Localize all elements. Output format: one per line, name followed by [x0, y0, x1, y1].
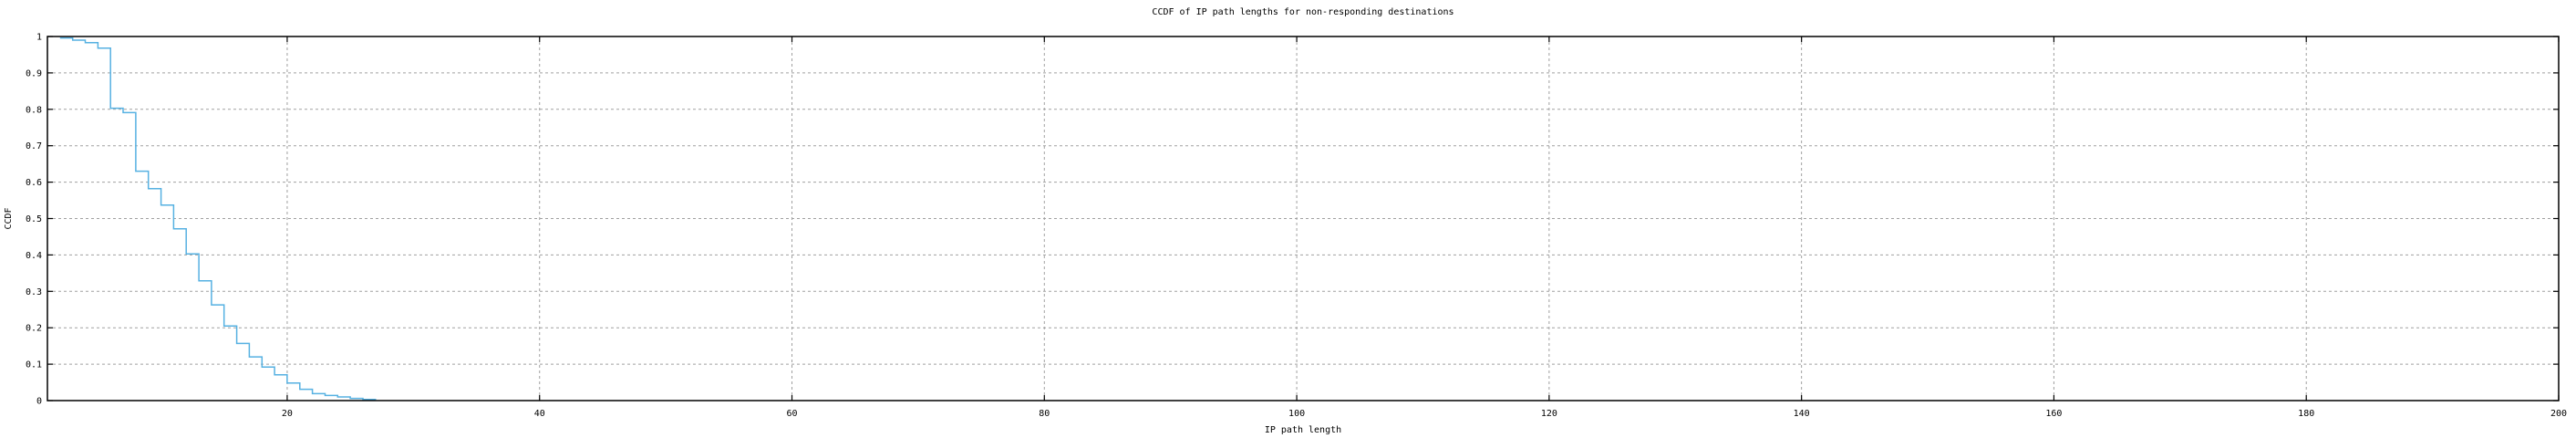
x-axis-label: IP path length — [1265, 425, 1341, 435]
x-tick-label: 200 — [2550, 409, 2567, 419]
plot-border — [47, 36, 2560, 402]
y-tick-label: 0.4 — [26, 251, 42, 261]
y-tick-label: 0.6 — [26, 178, 42, 188]
y-tick-label: 0 — [36, 397, 42, 407]
x-tick-label: 40 — [534, 409, 545, 419]
x-tick-label: 100 — [1288, 409, 1305, 419]
x-tick-label: 160 — [2045, 409, 2062, 419]
ccdf-curve — [59, 36, 377, 401]
y-tick-label: 0.7 — [26, 141, 42, 151]
x-tick-label: 60 — [786, 409, 797, 419]
x-tick-label: 140 — [1794, 409, 1810, 419]
chart-title: CCDF of IP path lengths for non-respondi… — [1152, 7, 1454, 17]
tick-label-layer: 20 40 60 80 100 120 140 160 180 200 0 0.1 0.2 0.3 0.4 0… — [26, 33, 2567, 420]
y-tick-label: 0.8 — [26, 105, 42, 115]
y-tick-label: 0.2 — [26, 324, 42, 334]
grid-layer — [47, 36, 2559, 401]
y-tick-label: 0.3 — [26, 287, 42, 297]
y-tick-label: 0.9 — [26, 68, 42, 78]
x-tick-label: 20 — [282, 409, 293, 419]
x-tick-label: 180 — [2298, 409, 2314, 419]
y-tick-label: 1 — [36, 33, 42, 43]
x-tick-label: 120 — [1541, 409, 1557, 419]
y-axis-label: CCDF — [4, 207, 14, 229]
y-tick-label: 0.1 — [26, 360, 42, 370]
y-tick-label: 0.5 — [26, 214, 42, 224]
x-tick-label: 80 — [1039, 409, 1050, 419]
